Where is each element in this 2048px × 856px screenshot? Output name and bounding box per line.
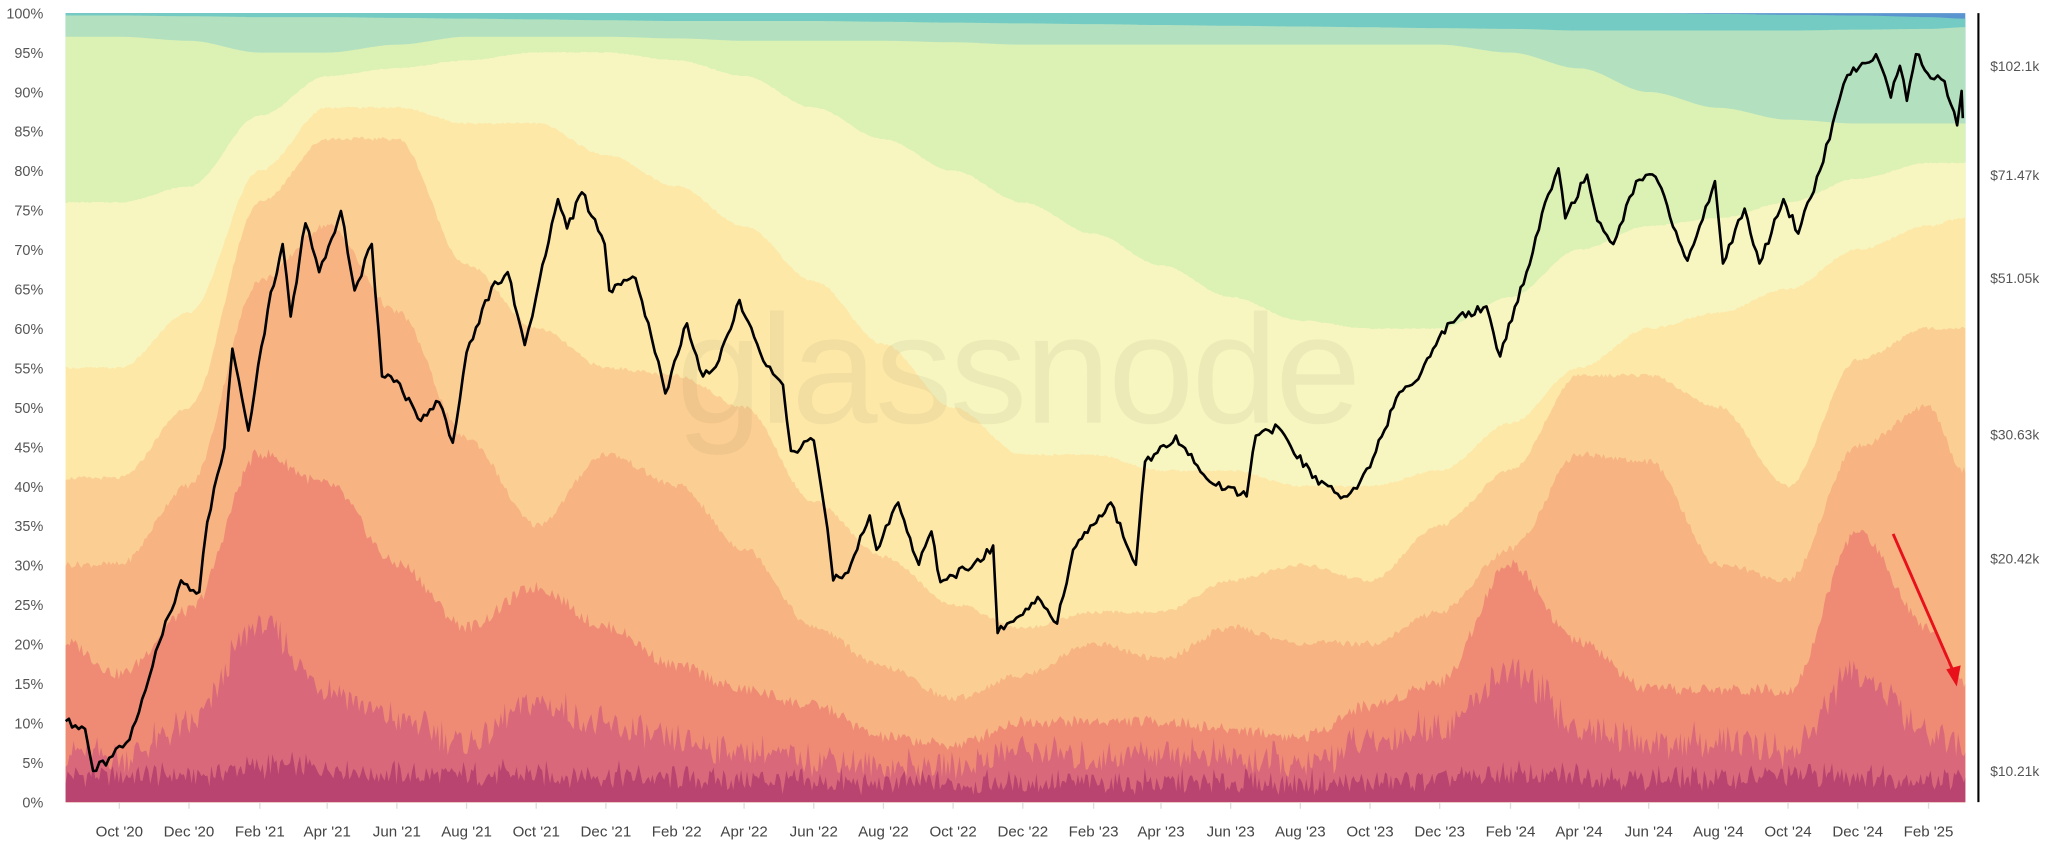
x-tick-label: Jun '24 (1625, 823, 1673, 840)
x-tick-label: Dec '23 (1414, 823, 1465, 840)
x-tick-label: Apr '23 (1137, 823, 1184, 840)
x-tick-label: Apr '24 (1555, 823, 1602, 840)
x-tick-label: Oct '24 (1764, 823, 1811, 840)
price-series (64, 52, 1965, 773)
left-tick-label: 65% (14, 283, 43, 299)
glassnode-watermark: glassnode (676, 283, 1359, 456)
x-tick-label: Jun '21 (373, 823, 421, 840)
x-tick-label: Dec '22 (997, 823, 1048, 840)
x-tick-label: Oct '20 (96, 823, 143, 840)
x-tick-label: Aug '24 (1693, 823, 1744, 840)
left-tick-label: 25% (14, 598, 43, 614)
left-tick-label: 60% (14, 322, 43, 338)
x-axis: Oct '20 Dec '20 Feb '21 Apr '21 Jun '21 Aug '… (96, 802, 1954, 840)
left-tick-label: 70% (14, 243, 43, 259)
x-tick-label: Jun '23 (1207, 823, 1255, 840)
x-tick-label: Aug '22 (858, 823, 909, 840)
right-tick-label: $71.47k (1990, 168, 2039, 183)
left-tick-label: 85% (14, 125, 43, 141)
x-tick-label: Feb '24 (1486, 823, 1536, 840)
red-arrow-head (1946, 665, 1961, 687)
right-tick-label: $20.42k (1990, 552, 2039, 567)
left-tick-label: 100% (6, 6, 43, 22)
left-tick-label: 5% (22, 756, 43, 772)
right-tick-label: $30.63k (1990, 428, 2039, 443)
x-tick-label: Dec '20 (164, 823, 215, 840)
right-y-axis: $102.1k $71.47k $51.05k $30.63k $20.42k $10.2… (1977, 13, 2039, 803)
x-tick-label: Feb '21 (235, 823, 285, 840)
left-tick-label: 50% (14, 401, 43, 417)
x-tick-label: Dec '21 (581, 823, 632, 840)
left-tick-label: 90% (14, 85, 43, 101)
band-2 (65, 614, 1966, 803)
right-tick-label: $51.05k (1990, 271, 2039, 286)
x-tick-label: Aug '23 (1275, 823, 1326, 840)
x-tick-label: Aug '21 (441, 823, 492, 840)
left-y-axis: 0% 5% 10% 15% 20% 25% 30% 35% 40% 45% 50% 55% 60% 65%… (6, 6, 43, 811)
x-tick-label: Oct '22 (929, 823, 976, 840)
left-tick-label: 55% (14, 361, 43, 377)
right-tick-label: $102.1k (1990, 59, 2039, 74)
x-tick-label: Dec '24 (1832, 823, 1883, 840)
annotation-layer (1891, 533, 1961, 687)
x-tick-label: Feb '23 (1069, 823, 1119, 840)
x-tick-label: Oct '21 (513, 823, 560, 840)
left-tick-label: 80% (14, 164, 43, 180)
left-tick-label: 10% (14, 717, 43, 733)
band-1 (65, 751, 1966, 803)
x-tick-label: Apr '22 (720, 823, 767, 840)
left-tick-label: 75% (14, 204, 43, 220)
left-tick-label: 20% (14, 638, 43, 654)
x-tick-label: Feb '25 (1904, 823, 1954, 840)
left-tick-label: 35% (14, 519, 43, 535)
right-tick-label: $10.21k (1990, 764, 2039, 779)
left-tick-label: 40% (14, 480, 43, 496)
left-tick-label: 95% (14, 46, 43, 62)
left-tick-label: 15% (14, 677, 43, 693)
left-tick-label: 0% (22, 795, 43, 811)
stacked-bands (65, 13, 1966, 803)
left-tick-label: 30% (14, 559, 43, 575)
x-tick-label: Apr '21 (304, 823, 351, 840)
btc-price-line (64, 52, 1965, 773)
x-tick-label: Feb '22 (652, 823, 702, 840)
red-arrow-shaft (1891, 533, 1956, 674)
left-tick-label: 45% (14, 440, 43, 456)
x-tick-label: Jun '22 (790, 823, 838, 840)
x-tick-label: Oct '23 (1346, 823, 1393, 840)
